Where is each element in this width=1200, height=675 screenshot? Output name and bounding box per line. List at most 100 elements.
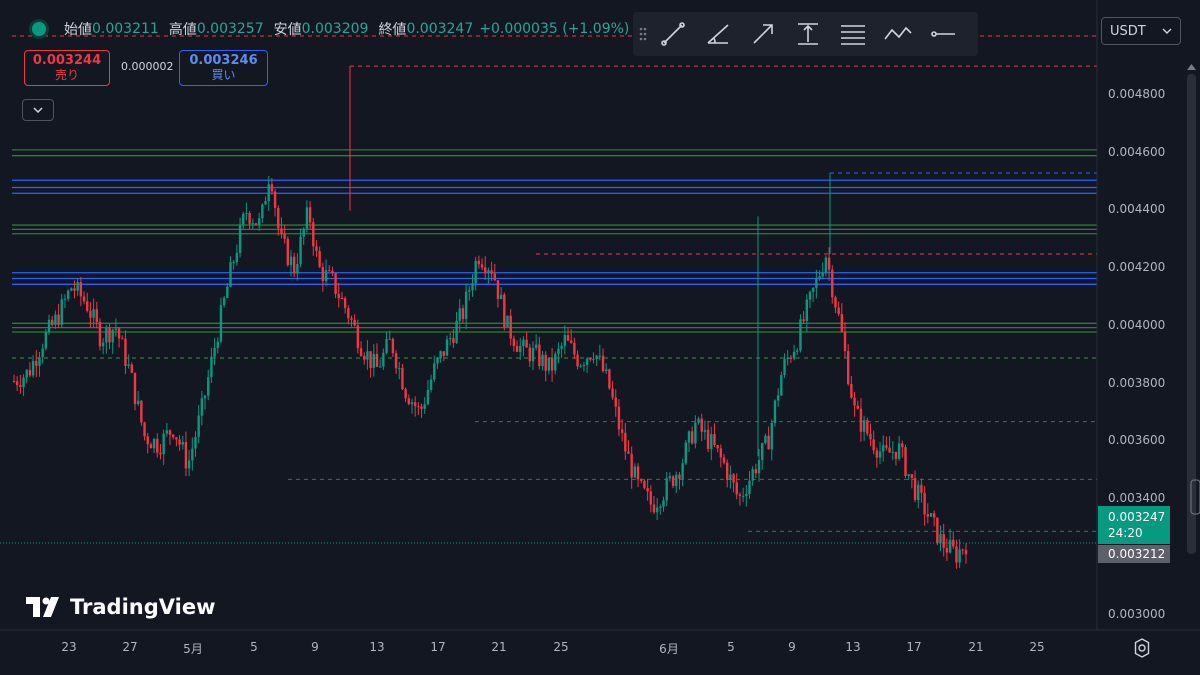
candle-body [146, 436, 149, 445]
candle-body [124, 338, 127, 366]
high-label: 高値 [168, 22, 197, 38]
candle-body [47, 319, 51, 333]
candle-body [468, 290, 471, 292]
close-value: 0.003247 [406, 21, 474, 37]
candle-body [175, 437, 178, 440]
candle-body [522, 339, 525, 346]
candle-body [955, 546, 958, 563]
candle-body [547, 357, 551, 371]
candle-body [337, 294, 340, 298]
candle-body [646, 488, 649, 492]
candle-body [171, 434, 175, 438]
candle-body [904, 447, 907, 477]
time-tick: 5 [250, 640, 258, 654]
candle-body [178, 439, 181, 445]
price-range-icon[interactable] [788, 12, 828, 56]
candle-body [662, 500, 665, 507]
collapse-legend-button[interactable] [22, 99, 54, 121]
candle-body [216, 341, 219, 349]
last-price-value: 0.003247 [1108, 510, 1166, 524]
drag-handle-icon[interactable] [633, 12, 653, 56]
candle-body [665, 478, 668, 501]
parallel-lines-icon[interactable] [833, 12, 873, 56]
candle-body [729, 474, 732, 481]
right-scrollbar[interactable] [1183, 60, 1200, 570]
candle-body [226, 286, 229, 298]
price-tick: 0.003000 [1108, 607, 1166, 621]
candle-body [257, 218, 261, 225]
candle-body [843, 331, 847, 352]
candle-body [292, 256, 296, 274]
candle-body [601, 355, 605, 372]
candle-body [926, 514, 929, 517]
close-label: 終値 [378, 22, 407, 38]
candle-body [681, 463, 684, 479]
time-tick: 5月 [183, 642, 203, 656]
candle-body [461, 308, 465, 319]
candle-body [920, 484, 923, 493]
candle-body [936, 517, 939, 544]
time-tick: 6月 [659, 642, 679, 656]
candle-body [757, 460, 761, 474]
candle-body [799, 319, 802, 351]
candle-body [910, 474, 914, 479]
brand-name: TradingView [70, 595, 216, 619]
price-tick: 0.004000 [1108, 318, 1166, 332]
candle-body [487, 270, 490, 273]
angle-line-icon[interactable] [698, 12, 738, 56]
time-tick: 9 [311, 640, 319, 654]
arrow-line-icon[interactable] [743, 12, 783, 56]
candle-body [550, 357, 554, 371]
candle-body [385, 339, 388, 353]
candle-body [611, 388, 614, 398]
currency-select[interactable]: USDT [1101, 17, 1181, 45]
candle-body [592, 359, 595, 361]
sell-button[interactable]: 0.003244 売り [24, 50, 110, 86]
candle-body [582, 364, 586, 366]
price-tick: 0.004800 [1108, 87, 1166, 101]
candle-body [668, 476, 672, 479]
candle-body [273, 191, 277, 208]
time-tick: 13 [845, 640, 861, 654]
candle-body [901, 443, 904, 448]
price-tick: 0.003400 [1108, 491, 1166, 505]
candle-body [248, 212, 251, 224]
spread-value: 0.000002 [121, 60, 174, 73]
candle-body [375, 353, 379, 367]
candle-body [716, 445, 719, 449]
candle-body [824, 257, 828, 273]
candle-body [808, 291, 812, 300]
candle-body [627, 451, 630, 454]
candle-body [350, 318, 353, 320]
candle-body [576, 354, 579, 367]
horizontal-ray-icon[interactable] [923, 12, 963, 56]
candle-body [697, 418, 700, 423]
candle-body [477, 260, 481, 265]
candle-body [105, 328, 108, 343]
trend-line-icon[interactable] [653, 12, 693, 56]
candle-body [786, 357, 789, 360]
polyline-icon[interactable] [878, 12, 918, 56]
candle-body [254, 223, 258, 225]
candle-body [894, 451, 898, 459]
candle-body [321, 267, 325, 282]
candle-body [442, 351, 446, 356]
candle-body [38, 357, 41, 366]
sell-label: 売り [54, 68, 79, 82]
candle-body [28, 369, 32, 376]
candle-body [449, 338, 452, 340]
candle-body [191, 448, 194, 461]
settings-gear-icon[interactable] [1131, 637, 1153, 659]
price-tick: 0.004200 [1108, 260, 1166, 274]
candle-body [939, 534, 942, 544]
candle-body [694, 422, 697, 444]
buy-button[interactable]: 0.003246 買い [179, 50, 268, 86]
candle-body [407, 398, 411, 405]
candle-body [127, 364, 130, 366]
candle-body [197, 415, 200, 437]
candle-body [156, 438, 159, 453]
candle-body [474, 260, 477, 284]
candle-body [433, 363, 436, 380]
candle-body [490, 270, 493, 274]
